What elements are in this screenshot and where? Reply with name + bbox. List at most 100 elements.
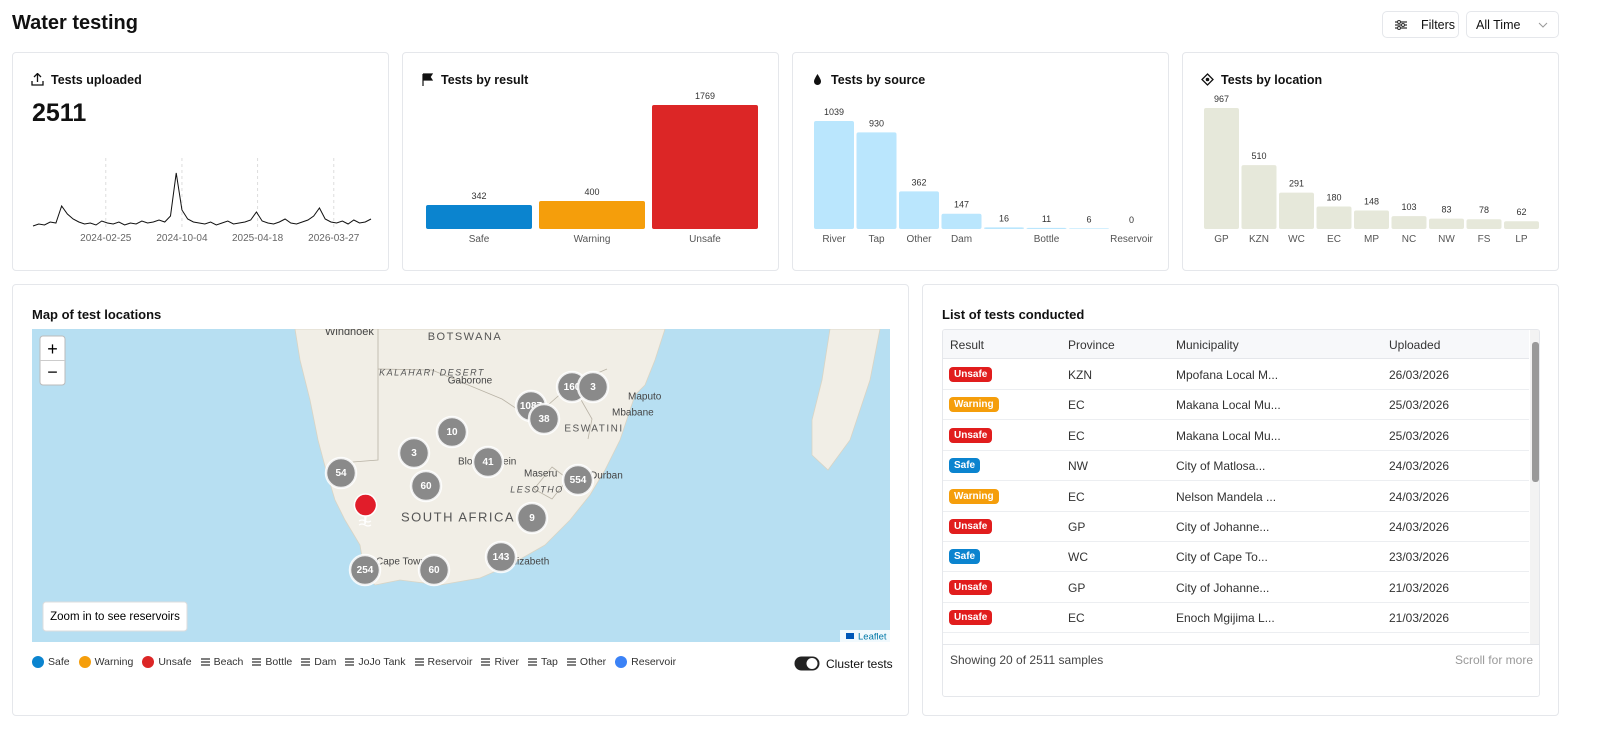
bar: [1241, 165, 1277, 229]
marker-icon: [358, 519, 372, 527]
legend-item: Beach: [200, 656, 243, 668]
bar: [941, 213, 982, 229]
category-label: MP: [1364, 234, 1379, 245]
legend: Safe Warning Unsafe Beach Bottle Dam JoJo Tank…: [32, 656, 676, 668]
notice-box: [42, 601, 188, 632]
card-title: Tests by location: [1221, 73, 1323, 87]
bar: [1466, 219, 1502, 229]
line: [32, 172, 372, 227]
column-header[interactable]: Result: [950, 338, 985, 352]
legend-item: JoJo Tank: [345, 656, 406, 668]
scrollbar[interactable]: [1530, 330, 1539, 644]
result-card: Tests by result 342 Safe 400 Warning 1769 Uns…: [402, 52, 779, 271]
legend-icon: [414, 658, 424, 666]
cell: GP: [1068, 520, 1086, 534]
chart: 1039 River 930 Tap 362 Other 147 Dam 16 11 Bottle 6…: [814, 107, 1154, 245]
legend-label: Bottle: [265, 656, 293, 668]
footer: Showing 20 of 2511 samples: [950, 653, 1104, 667]
table: Showing 20 of 2511 samples Scroll for mo…: [942, 329, 1540, 697]
cell: 24/03/2026: [1389, 520, 1450, 534]
legend-item: Reservoir: [615, 656, 676, 668]
total-value: 2511: [32, 99, 87, 127]
location-icon: [1201, 73, 1214, 86]
row-divider: [943, 389, 1529, 390]
cluster: [397, 436, 431, 470]
legend-dot: [615, 656, 628, 668]
list-title: List of tests conducted: [942, 307, 1085, 322]
cell: NW: [1068, 459, 1088, 474]
row-divider: [943, 601, 1529, 603]
list-card: List of tests conducted Showing 20 of 25…: [922, 284, 1559, 716]
map-label: Maseru: [524, 469, 557, 480]
legend-item: Warning: [78, 656, 133, 668]
column-header[interactable]: Uploaded: [1389, 338, 1441, 352]
attribution[interactable]: Leaflet: [858, 632, 887, 642]
value-label: 83: [1441, 205, 1451, 215]
toggle-label: Cluster tests: [826, 656, 893, 671]
zoom-out[interactable]: −: [47, 362, 58, 382]
cell: City of Johanne...: [1176, 580, 1270, 595]
map-label: Gaborone: [448, 376, 493, 387]
category-label: Bottle: [1034, 234, 1060, 245]
scroll-hint: Scroll for more: [1454, 653, 1533, 667]
row-divider: [943, 632, 1529, 634]
cluster-count: 10: [446, 427, 458, 438]
legend-icon: [200, 658, 210, 666]
cluster-toggle[interactable]: Cluster tests: [794, 656, 893, 671]
category-label: NW: [1438, 234, 1455, 245]
cell: 25/03/2026: [1389, 398, 1450, 413]
filters-button[interactable]: Filters: [1382, 11, 1459, 38]
drop-icon: [814, 74, 821, 85]
category-label: Unsafe: [689, 234, 721, 245]
legend-icon: [527, 658, 537, 666]
map-label: Mbabane: [612, 408, 654, 419]
cell: Makana Local Mu...: [1176, 428, 1281, 443]
x-tick-label: 2025-04-18: [232, 233, 284, 244]
cell: 25/03/2026: [1389, 428, 1450, 443]
bar: [652, 105, 758, 229]
cluster-count: 60: [420, 481, 432, 492]
legend-item: Reservoir: [414, 656, 472, 668]
x-tick-label: 2026-03-27: [308, 233, 360, 244]
cluster: [484, 540, 518, 574]
bar: [1069, 228, 1109, 229]
cell: 24/03/2026: [1389, 489, 1450, 504]
legend-glyph: [481, 658, 491, 666]
category-label: River: [822, 234, 846, 245]
upload-icon: [31, 73, 44, 86]
value-label: 967: [1214, 94, 1229, 104]
location-card: Tests by location 967 GP 510 KZN 291 WC 180 EC 1…: [1182, 52, 1559, 271]
legend-icon: [142, 656, 155, 668]
category-label: Safe: [469, 234, 490, 245]
zoom-in[interactable]: +: [47, 339, 58, 359]
legend-item: Safe: [32, 656, 70, 668]
flag: [846, 633, 854, 639]
range-select[interactable]: All Time: [1466, 11, 1559, 38]
legend-dot: [78, 656, 91, 668]
chevron: [1538, 22, 1548, 28]
legend-label: JoJo Tank: [358, 656, 406, 668]
bar: [426, 205, 532, 229]
cluster: [409, 469, 443, 503]
result-badge: Warning: [949, 488, 999, 504]
category-label: EC: [1327, 234, 1341, 245]
cell: Nelson Mandela ...: [1176, 489, 1277, 504]
filters-label: Filters: [1421, 17, 1456, 32]
notice: Zoom in to see reservoirs: [50, 611, 180, 623]
legend-icon: [301, 658, 311, 666]
legend-icon: [78, 656, 91, 668]
cluster: [417, 553, 451, 587]
cell: WC: [1068, 550, 1088, 565]
category-label: Other: [906, 234, 932, 245]
category-label: GP: [1214, 234, 1229, 245]
map-label: Port Elizabeth: [487, 557, 549, 568]
value-label: 180: [1326, 192, 1341, 202]
map-label: Durban: [590, 471, 623, 482]
column-header[interactable]: Municipality: [1176, 338, 1239, 352]
value-label: 1769: [695, 91, 715, 101]
map-label: Cape Town: [376, 557, 426, 568]
category-label: KZN: [1249, 234, 1269, 245]
legend-icon: [566, 658, 576, 666]
value-label: 362: [911, 177, 926, 187]
